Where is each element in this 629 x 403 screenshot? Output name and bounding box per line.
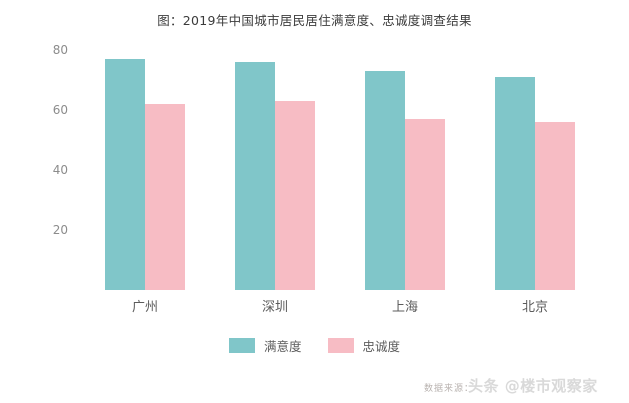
watermark-label: 头条 @楼市观察家: [468, 377, 598, 395]
x-axis-label: 广州: [131, 300, 158, 315]
y-axis-tick: 60: [52, 103, 68, 117]
bar-group: [80, 35, 210, 290]
legend-item[interactable]: 忠诚度: [327, 336, 401, 355]
bar-groups: [80, 35, 600, 290]
legend-swatch-icon: [228, 338, 255, 353]
y-axis-tick: 40: [52, 163, 68, 177]
bar-satisfaction[interactable]: [235, 62, 275, 290]
source-note: 数据来源：: [424, 384, 475, 394]
x-axis-label: 上海: [391, 300, 418, 315]
bar-group: [210, 35, 340, 290]
bar-satisfaction[interactable]: [365, 71, 405, 290]
x-axis-label: 北京: [521, 300, 548, 315]
x-axis-label: 深圳: [261, 300, 288, 315]
legend-item[interactable]: 满意度: [228, 336, 302, 355]
legend-label: 忠诚度: [362, 339, 401, 354]
legend-swatch-icon: [327, 338, 354, 353]
bar-loyalty[interactable]: [535, 122, 575, 290]
bar-satisfaction[interactable]: [105, 59, 145, 290]
bar-loyalty[interactable]: [405, 119, 445, 290]
chart-legend: 满意度 忠诚度: [0, 336, 629, 355]
bar-group: [470, 35, 600, 290]
legend-label: 满意度: [263, 339, 302, 354]
chart-title: 图：2019年中国城市居民居住满意度、忠诚度调查结果: [157, 13, 472, 28]
bar-group: [340, 35, 470, 290]
plot-area: 80 60 40 20: [53, 35, 600, 290]
y-axis-tick: 20: [52, 223, 68, 237]
y-axis-tick: 80: [52, 43, 68, 57]
x-axis-category-labels: 广州 深圳 上海 北京: [80, 296, 600, 315]
bar-satisfaction[interactable]: [495, 77, 535, 290]
bar-loyalty[interactable]: [275, 101, 315, 290]
bar-loyalty[interactable]: [145, 104, 185, 290]
